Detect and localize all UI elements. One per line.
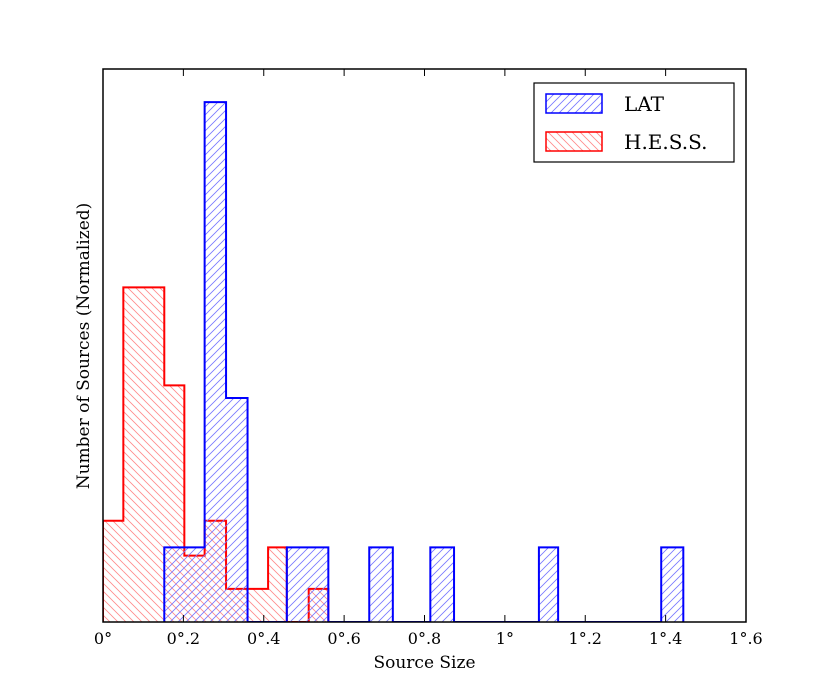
plot-area [103,101,685,622]
histogram-outline [163,101,685,622]
legend-swatch-hess [545,131,603,152]
x-tick-label: 1°.2 [569,629,602,648]
x-tick-label: 1° [496,629,514,648]
x-axis-label: Source Size [373,653,475,673]
histogram-bar [369,547,393,622]
x-tick-label: 0°.4 [247,629,280,648]
y-axis-label: Number of Sources (Normalized) [74,203,94,490]
legend-swatch-lat [545,93,603,114]
legend-label-lat: LAT [624,92,665,116]
legend: LAT H.E.S.S. [533,82,735,163]
histogram-bar [123,287,165,622]
histogram-bar [430,547,455,622]
histogram-bar [204,102,227,622]
histogram-bar [538,547,559,622]
series-lat [163,101,685,622]
histogram-bar [661,547,684,622]
histogram-bar [286,547,329,622]
x-ticks: 0° 0°.2 0°.4 0°.6 0°.8 1° 1°.2 1°.4 1°.6 [94,69,763,648]
series-layer [103,101,685,622]
x-tick-label: 0°.8 [408,629,441,648]
legend-label-hess: H.E.S.S. [624,130,707,154]
histogram-bar [103,520,124,622]
x-tick-label: 0°.2 [167,629,200,648]
x-tick-label: 1°.6 [729,629,762,648]
x-tick-label: 0°.6 [327,629,360,648]
histogram-bar [226,398,248,622]
histogram-bar [268,547,287,622]
histogram-bar [247,588,269,622]
x-tick-label: 0° [94,629,112,648]
x-tick-label: 1°.4 [649,629,682,648]
histogram-bar [164,547,205,622]
